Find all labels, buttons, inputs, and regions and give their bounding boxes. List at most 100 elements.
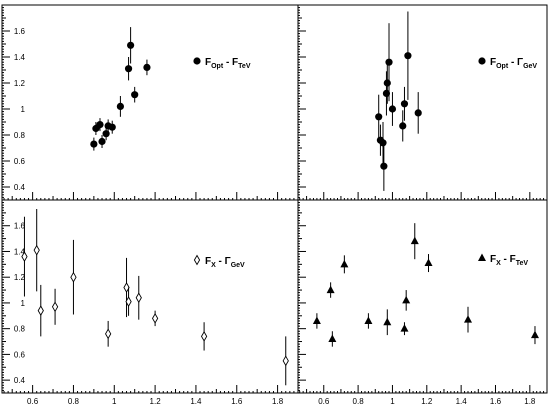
point-marker	[105, 328, 112, 340]
point-marker	[282, 355, 289, 367]
legend-marker	[478, 57, 486, 65]
y-tick-label: 1.2	[14, 79, 26, 88]
legend-text: F	[490, 57, 496, 68]
legend-text: F	[490, 254, 496, 265]
data-point	[399, 110, 407, 142]
point-marker	[424, 258, 433, 267]
x-tick-label: 1.8	[272, 397, 284, 406]
point-marker	[400, 324, 409, 332]
data-point	[151, 310, 159, 327]
point-marker	[385, 58, 393, 66]
data-point	[410, 223, 419, 260]
chart-panel-bottom-left: 0.4 0.6 0.8 1 1.2 1.4 1.6 0.6 0.8 1 1.2 1.4 1.6 1.8 FX…	[1, 199, 299, 406]
data-point	[530, 326, 539, 345]
data-point	[380, 141, 388, 191]
legend-text: - F	[501, 254, 516, 265]
legend-marker	[478, 253, 486, 261]
point-marker	[328, 334, 337, 342]
data-point	[404, 11, 412, 100]
point-marker	[96, 121, 104, 129]
data-point	[90, 137, 98, 151]
data-point	[127, 27, 135, 64]
point-marker	[383, 317, 392, 326]
data-point	[124, 57, 133, 81]
data-point	[402, 290, 411, 311]
point-marker	[530, 330, 539, 339]
point-marker	[382, 89, 391, 97]
legend: FX - ΓGeV	[193, 254, 245, 269]
y-tick-label: 1	[21, 105, 26, 114]
data-point	[108, 120, 116, 134]
legend-subscript: Opt	[211, 63, 224, 70]
data-point	[385, 23, 393, 102]
legend-subscript: TeV	[516, 260, 529, 267]
point-marker	[340, 259, 349, 268]
legend-marker	[193, 57, 201, 65]
x-tick-label: 1.8	[524, 397, 536, 406]
data-point	[312, 313, 321, 329]
data-point	[98, 135, 106, 148]
point-marker	[464, 315, 473, 323]
point-marker	[414, 109, 422, 117]
x-tick-label: 1.6	[490, 397, 502, 406]
legend-label: FX - ΓGeV	[205, 256, 245, 269]
legend-text: - Γ	[216, 256, 231, 267]
legend-subscript: X	[211, 262, 216, 269]
x-tick-label: 0.6	[318, 397, 330, 406]
x-tick-label: 0.6	[27, 397, 39, 406]
point-marker	[364, 316, 373, 324]
legend-subscript: TeV	[238, 63, 251, 70]
data-point	[37, 284, 44, 337]
point-marker	[379, 139, 387, 147]
point-marker	[51, 301, 59, 313]
point-marker	[127, 41, 135, 49]
data-point	[116, 96, 124, 117]
point-marker	[108, 123, 116, 131]
legend-text: F	[205, 57, 211, 68]
legend: FOpt - ΓGeV	[478, 57, 537, 70]
chart-panel-top-right: FOpt - ΓGeV	[297, 4, 548, 201]
point-marker	[125, 296, 132, 308]
legend-text: - Γ	[508, 57, 523, 68]
data-point	[383, 309, 392, 336]
chart-panel-bottom-right: 0.6 0.8 1 1.2 1.4 1.6 1.8 FX - FTeV	[297, 199, 548, 406]
data-point	[135, 275, 142, 320]
y-tick-label: 0.4	[14, 376, 26, 385]
data-point	[282, 336, 289, 386]
data-point	[21, 216, 28, 297]
panel-frame	[297, 199, 548, 394]
point-marker	[399, 122, 407, 130]
point-marker	[410, 236, 419, 245]
data-point	[125, 287, 132, 316]
chart-panel-top-left: 0.4 0.6 0.8 1 1.2 1.4 1.6 FOpt - FTeV	[1, 4, 299, 201]
data-point	[200, 322, 208, 351]
y-tick-label: 1.4	[14, 53, 26, 62]
data-point	[383, 62, 391, 104]
point-marker	[135, 292, 142, 304]
data-point	[143, 59, 151, 76]
legend-label: FOpt - FTeV	[205, 57, 251, 70]
point-marker	[143, 63, 151, 71]
point-marker	[375, 113, 383, 121]
y-tick-label: 1.6	[14, 222, 26, 231]
point-marker	[326, 285, 335, 294]
point-marker	[388, 105, 397, 113]
y-tick-label: 0.6	[14, 157, 26, 166]
data-point	[51, 288, 59, 325]
legend-subscript: Opt	[496, 63, 509, 70]
legend: FX - FTeV	[478, 253, 529, 267]
legend: FOpt - FTeV	[193, 57, 251, 70]
x-tick-label: 1.2	[150, 397, 162, 406]
legend-marker	[193, 254, 201, 266]
data-point	[131, 86, 139, 103]
y-tick-label: 0.8	[14, 131, 26, 140]
y-tick-label: 1.2	[14, 273, 26, 282]
legend-subscript: GeV	[231, 262, 245, 269]
point-marker	[131, 91, 139, 99]
point-marker	[90, 140, 98, 148]
y-tick-label: 1	[21, 299, 26, 308]
point-marker	[70, 271, 77, 283]
point-marker	[123, 282, 130, 293]
